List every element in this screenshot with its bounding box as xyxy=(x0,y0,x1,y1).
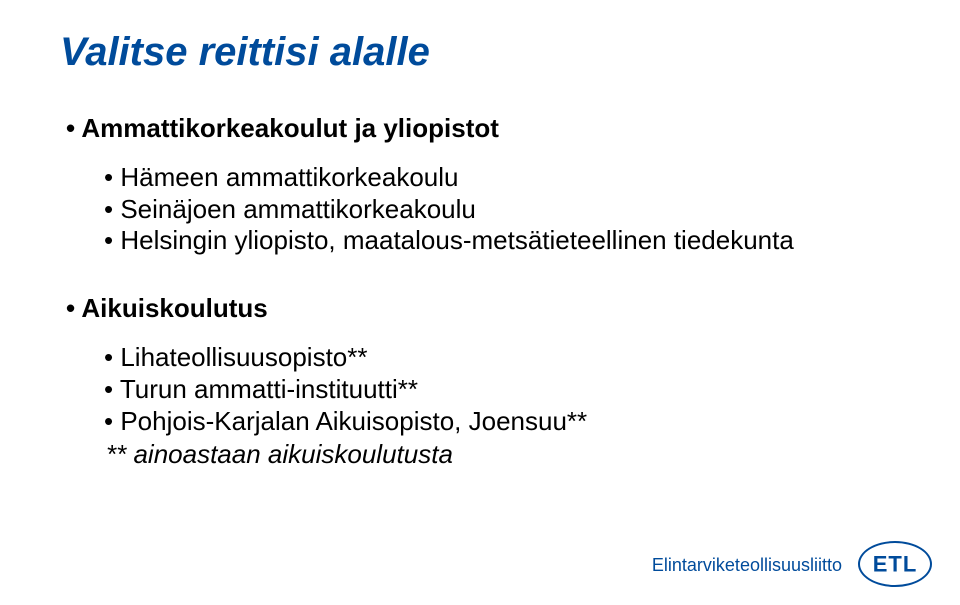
logo-text: ETL xyxy=(873,551,918,577)
slide-title: Valitse reittisi alalle xyxy=(60,30,900,75)
section-heading-adult-education: Aikuiskoulutus xyxy=(66,293,900,324)
list-item: Seinäjoen ammattikorkeakoulu xyxy=(104,194,900,226)
list-item: Helsingin yliopisto, maatalous-metsätiet… xyxy=(104,225,900,257)
section-heading-universities: Ammattikorkeakoulut ja yliopistot xyxy=(66,113,900,144)
list-item: Pohjois-Karjalan Aikuisopisto, Joensuu** xyxy=(104,406,900,438)
list-item: Hämeen ammattikorkeakoulu xyxy=(104,162,900,194)
footnote: ** ainoastaan aikuiskoulutusta xyxy=(106,439,900,470)
footer-org-name: Elintarviketeollisuusliitto xyxy=(652,555,842,576)
slide: Valitse reittisi alalle Ammattikorkeakou… xyxy=(0,0,960,605)
logo-icon: ETL xyxy=(858,541,932,589)
list-item: Lihateollisuusopisto** xyxy=(104,342,900,374)
footer: Elintarviketeollisuusliitto ETL xyxy=(652,541,932,589)
list-adult-education: Lihateollisuusopisto** Turun ammatti-ins… xyxy=(104,342,900,437)
list-item: Turun ammatti-instituutti** xyxy=(104,374,900,406)
list-universities: Hämeen ammattikorkeakoulu Seinäjoen amma… xyxy=(104,162,900,257)
